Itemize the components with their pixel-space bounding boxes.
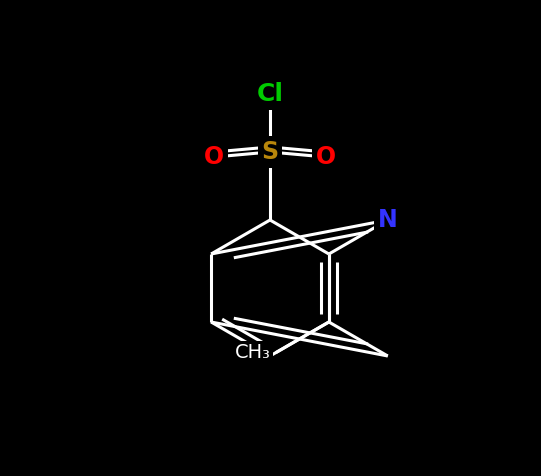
Text: CH₃: CH₃ bbox=[235, 343, 271, 362]
Text: N: N bbox=[378, 208, 398, 232]
Text: Cl: Cl bbox=[256, 82, 283, 106]
Text: S: S bbox=[261, 140, 279, 164]
Text: O: O bbox=[204, 145, 225, 169]
Text: O: O bbox=[316, 145, 336, 169]
